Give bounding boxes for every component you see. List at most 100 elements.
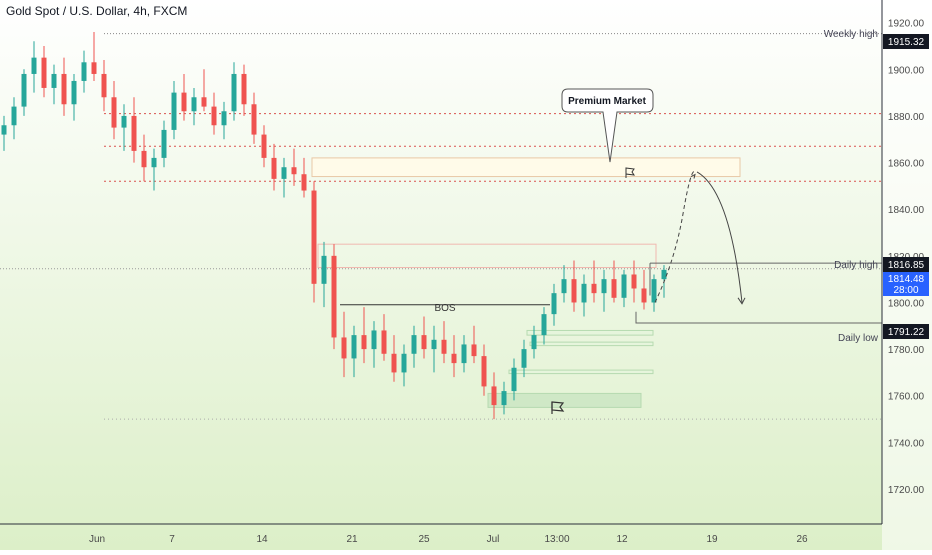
candle-body	[541, 314, 547, 336]
candle-body	[211, 106, 217, 126]
candle-body	[111, 97, 117, 128]
zones	[311, 157, 741, 408]
candle	[41, 45, 47, 98]
time-tick-label: 25	[418, 534, 430, 545]
price-tick-label: 1860.00	[888, 159, 925, 170]
candle-body	[461, 344, 467, 364]
daily-low-badge: 1791.22	[883, 324, 929, 339]
candle-body	[331, 255, 337, 338]
current-price-badge: 1814.48 28:00	[883, 272, 929, 296]
candle-body	[611, 279, 617, 298]
candle-body	[621, 274, 627, 298]
candle-body	[121, 115, 127, 128]
premium-market-text: Premium Market	[568, 96, 646, 107]
candle-body	[181, 92, 187, 112]
candle	[421, 316, 427, 359]
candle	[221, 101, 227, 140]
time-tick-label: 13:00	[544, 534, 569, 545]
candle-body	[521, 349, 527, 368]
candle-body	[261, 134, 267, 158]
imbalance-zone	[526, 329, 654, 336]
price-tick-label: 1920.00	[888, 19, 925, 30]
candle	[31, 41, 37, 93]
candle-body	[1, 125, 7, 135]
candle	[321, 241, 327, 308]
price-tick-label: 1880.00	[888, 112, 925, 123]
candle-body	[531, 335, 537, 350]
time-tick-label: Jul	[487, 534, 500, 545]
candle	[191, 87, 197, 126]
candle	[501, 381, 507, 415]
candle	[461, 335, 467, 373]
candle	[211, 92, 217, 135]
candle-body	[631, 274, 637, 289]
candle	[371, 321, 377, 368]
candle-body	[231, 73, 237, 112]
candle	[451, 335, 457, 378]
candle	[71, 73, 77, 121]
candle	[481, 344, 487, 396]
price-tick-label: 1740.00	[888, 438, 925, 449]
candle-body	[421, 335, 427, 350]
candle	[391, 335, 397, 382]
candle	[311, 181, 317, 303]
imbalance-zone	[508, 369, 654, 375]
candle-body	[221, 111, 227, 126]
candle	[491, 372, 497, 420]
candle	[631, 260, 637, 303]
candle-body	[551, 293, 557, 315]
daily-low-label: Daily low	[838, 333, 879, 344]
candle-body	[51, 73, 57, 88]
candle-body	[41, 57, 47, 88]
time-tick-label: 21	[346, 534, 358, 545]
candle	[251, 92, 257, 144]
price-tick-label: 1800.00	[888, 298, 925, 309]
candle	[431, 325, 437, 373]
candle-body	[81, 62, 87, 81]
candle-body	[171, 92, 177, 130]
arrowhead-down	[737, 297, 746, 305]
candle-body	[501, 391, 507, 406]
candle-body	[591, 283, 597, 294]
candle	[61, 57, 67, 116]
price-tick-label: 1780.00	[888, 345, 925, 356]
candle	[341, 311, 347, 378]
candle-body	[301, 174, 307, 191]
time-axis[interactable]: Jun 7 14 21 25 Jul 13:00 12 19 26	[89, 534, 808, 545]
candle-body	[241, 73, 247, 105]
candle-body	[161, 129, 167, 158]
candle-body	[321, 255, 327, 284]
candle-body	[31, 57, 37, 74]
candle-body	[341, 337, 347, 359]
time-tick-label: 19	[706, 534, 718, 545]
price-axis[interactable]: 1720.001740.001760.001780.001800.001820.…	[888, 19, 925, 496]
candle-body	[391, 353, 397, 373]
price-tick-label: 1840.00	[888, 205, 925, 216]
bar-countdown: 28:00	[893, 285, 918, 296]
overlay	[654, 171, 746, 305]
candle	[111, 80, 117, 140]
price-tick-label: 1760.00	[888, 392, 925, 403]
candle-body	[361, 335, 367, 350]
daily-high-badge: 1816.85	[883, 257, 929, 272]
candle	[181, 73, 187, 121]
candle	[401, 344, 407, 387]
candle	[161, 120, 167, 168]
candle	[361, 307, 367, 364]
candle	[291, 148, 297, 186]
candle	[411, 325, 417, 368]
candle	[91, 31, 97, 81]
daily-low-line	[635, 311, 882, 324]
candle-body	[11, 106, 17, 126]
candle-body	[661, 269, 667, 280]
candle	[81, 50, 87, 93]
candle-body	[291, 167, 297, 175]
candle-body	[441, 339, 447, 354]
demand-zone	[487, 392, 642, 408]
candle	[51, 64, 57, 105]
svg-text:1814.48: 1814.48	[888, 274, 925, 285]
candle-body	[151, 157, 157, 168]
candle-body	[451, 353, 457, 364]
